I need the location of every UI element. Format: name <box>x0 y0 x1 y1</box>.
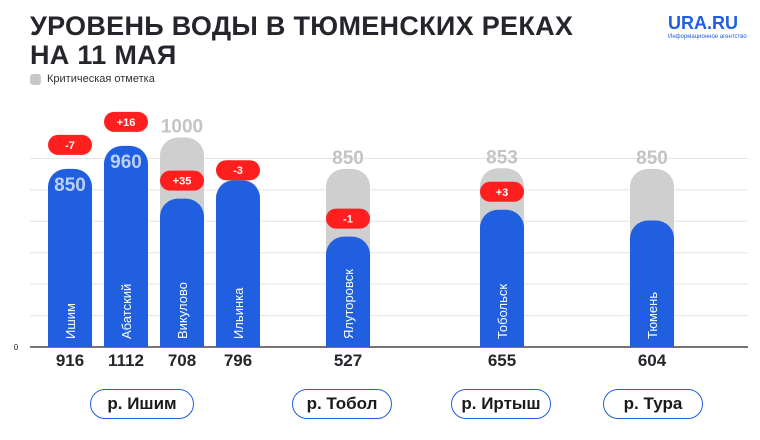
level-bar <box>104 145 148 347</box>
change-badge <box>48 134 92 155</box>
legend: Критическая отметка <box>30 73 155 85</box>
below-value: 1112 <box>108 351 144 370</box>
level-bar-base <box>630 327 674 347</box>
critical-label: 1000 <box>161 116 203 137</box>
level-bar <box>48 168 92 347</box>
level-bar <box>216 180 260 347</box>
station-label: Абатский <box>119 284 134 339</box>
level-bar <box>326 236 370 347</box>
river-label-tura: р. Тура <box>603 389 703 419</box>
change-label: +3 <box>496 187 509 199</box>
station-label: Ишим <box>63 303 78 339</box>
level-bar-base <box>48 327 92 347</box>
legend-critical-label: Критическая отметка <box>47 73 155 85</box>
station-label: Викулово <box>175 282 190 339</box>
critical-label: 850 <box>332 148 364 169</box>
change-badge <box>160 170 204 191</box>
y-zero-label: 0 <box>14 343 19 352</box>
station-label: Ялуторовск <box>341 269 356 339</box>
below-value: 604 <box>638 351 667 370</box>
level-label: 850 <box>54 175 86 196</box>
critical-label: 850 <box>636 148 668 169</box>
below-value: 796 <box>224 351 252 370</box>
below-value: 655 <box>488 351 516 370</box>
station-label: Ильинка <box>231 287 246 339</box>
change-label: +16 <box>117 117 136 129</box>
level-label: 960 <box>110 152 142 173</box>
logo: URA.RU Информационное агентство <box>668 14 747 40</box>
change-label: -7 <box>65 140 75 152</box>
change-badge <box>104 111 148 132</box>
level-bar-base <box>480 327 524 347</box>
chart-title: УРОВЕНЬ ВОДЫ В ТЮМЕНСКИХ РЕКАХ НА 11 МАЯ <box>30 11 574 70</box>
river-label-ishim: р. Ишим <box>90 389 194 419</box>
below-value: 708 <box>168 351 196 370</box>
level-bar-base <box>216 327 260 347</box>
station-label: Тюмень <box>645 292 660 339</box>
station-label: Тобольск <box>495 284 510 339</box>
river-label-tobol: р. Тобол <box>292 389 392 419</box>
below-value: 527 <box>334 351 362 370</box>
logo-name: URA.RU <box>668 13 738 33</box>
legend-swatch <box>30 73 41 85</box>
level-bar-base <box>104 327 148 347</box>
below-value: 916 <box>56 351 84 370</box>
change-label: -3 <box>233 165 243 177</box>
river-label-irtysh: р. Иртыш <box>451 389 551 419</box>
change-badge <box>480 181 524 202</box>
change-label: +35 <box>173 176 192 188</box>
change-label: -1 <box>343 214 353 226</box>
level-bar <box>630 220 674 347</box>
level-bar-base <box>326 327 370 347</box>
change-badge <box>326 208 370 229</box>
critical-label: 853 <box>486 147 518 168</box>
level-bar <box>160 198 204 347</box>
level-bar <box>480 209 524 347</box>
logo-tagline: Информационное агентство <box>668 34 747 40</box>
change-badge <box>216 160 260 181</box>
level-bar-base <box>160 327 204 347</box>
